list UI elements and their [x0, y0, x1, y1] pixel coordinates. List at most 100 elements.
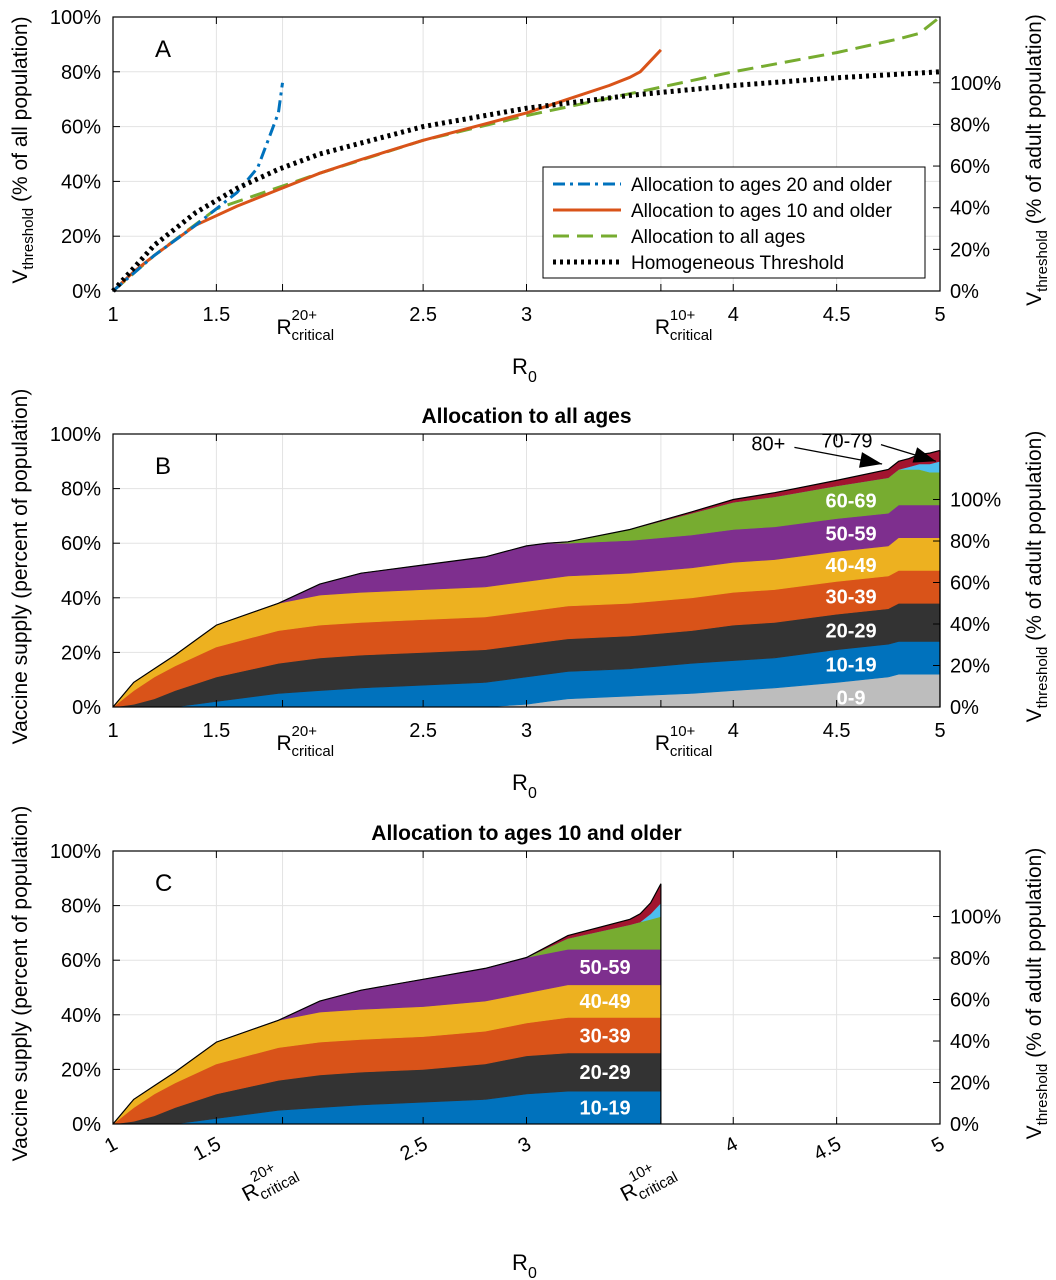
x-tick-label: 4.5 [810, 1133, 845, 1165]
critical-base: R [277, 316, 292, 339]
y-right-axis-label: Vthreshold (% of adult population) [1023, 14, 1051, 306]
y-right-tick-label: 100% [950, 490, 1001, 512]
y-right-label-sub: threshold [1034, 647, 1051, 709]
y-right-label-base: V [1023, 708, 1046, 722]
y-right-label-tail: (% of adult population) [1023, 14, 1046, 230]
y-right-label-tail: (% of adult population) [1023, 848, 1046, 1064]
y-tick-label: 20% [61, 1059, 101, 1081]
x-critical-tick-label: R10+critical [617, 1159, 681, 1206]
y-tick-label: 60% [61, 533, 101, 555]
y-right-label-sub: threshold [1034, 1064, 1051, 1126]
x-tick-label: 1 [101, 1133, 121, 1158]
y-right-tick-label: 40% [950, 1031, 990, 1053]
x-critical-tick-label: R20+ critical [277, 307, 335, 344]
y-label-sub: threshold [20, 208, 37, 270]
series-line [112, 15, 941, 293]
callout-label: 70-79 [821, 431, 872, 453]
band-label-0-9: 0-9 [837, 687, 866, 709]
critical-sub: critical [292, 743, 335, 760]
x-tick-label: 2.5 [409, 720, 437, 742]
band-label-20-29: 20-29 [826, 620, 877, 642]
x-label-sub: 0 [528, 785, 537, 802]
y-right-tick-label: 20% [950, 656, 990, 678]
y-label-tail: (% of all population) [9, 16, 32, 207]
critical-sub: critical [670, 743, 713, 760]
critical-sup: 20+ [292, 307, 318, 324]
chart-title: Allocation to all ages [421, 405, 631, 428]
band-label-40-49: 40-49 [579, 991, 630, 1013]
x-label-base: R [512, 770, 528, 795]
series-line [111, 69, 941, 293]
x-tick-label: 3 [521, 304, 532, 326]
series-line [112, 82, 284, 293]
critical-sub: critical [670, 327, 713, 344]
y-right-tick-label: 0% [950, 1114, 979, 1136]
x-tick-label: 4.5 [823, 720, 851, 742]
x-tick-label: 4 [721, 1133, 741, 1158]
x-tick-label: 1 [107, 720, 118, 742]
panel-A: Allocation to ages 20 and older Allocatio… [9, 7, 1051, 386]
y-right-tick-label: 40% [950, 198, 990, 220]
y-right-tick-label: 60% [950, 156, 990, 178]
x-tick-label: 2.5 [409, 304, 437, 326]
y-right-tick-label: 20% [950, 1073, 990, 1095]
y-right-label-base: V [1023, 1125, 1046, 1139]
x-tick-label: 4 [728, 304, 739, 326]
panel-letter: A [155, 36, 171, 63]
y-right-tick-label: 20% [950, 239, 990, 261]
band-label-60-69: 60-69 [826, 490, 877, 512]
y-right-tick-label: 80% [950, 948, 990, 970]
y-tick-label: 20% [61, 642, 101, 664]
y-tick-label: 0% [72, 697, 101, 719]
y-tick-label: 40% [61, 588, 101, 610]
y-right-tick-label: 0% [950, 281, 979, 303]
y-right-tick-label: 100% [950, 73, 1001, 95]
y-right-label-base: V [1023, 292, 1046, 306]
critical-sup: 10+ [670, 307, 696, 324]
y-tick-label: 60% [61, 117, 101, 139]
callout-label: 80+ [751, 433, 785, 455]
y-right-tick-label: 60% [950, 573, 990, 595]
x-tick-label: 5 [934, 720, 945, 742]
x-tick-label: 5 [934, 304, 945, 326]
x-label-base: R [512, 354, 528, 379]
x-critical-tick-label: R10+ critical [655, 307, 713, 344]
y-axis-label: Vaccine supply (percent of population) [9, 806, 32, 1162]
panel-letter: B [155, 453, 171, 480]
y-tick-label: 100% [50, 7, 101, 29]
x-label-sub: 0 [528, 369, 537, 386]
x-tick-label: 1.5 [202, 720, 230, 742]
band-label-30-39: 30-39 [579, 1025, 630, 1047]
band-label-10-19: 10-19 [579, 1098, 630, 1120]
critical-base: R [655, 316, 670, 339]
critical-sub: critical [292, 327, 335, 344]
legend-entry: Allocation to all ages [631, 227, 805, 248]
y-label-base: V [9, 270, 32, 284]
x-label-base: R [512, 1250, 528, 1275]
critical-base: R [655, 732, 670, 755]
band-label-30-39: 30-39 [826, 586, 877, 608]
x-tick-label: 4 [728, 720, 739, 742]
y-tick-label: 0% [72, 1114, 101, 1136]
y-tick-label: 40% [61, 171, 101, 193]
y-axis-label: Vaccine supply (percent of population) [9, 389, 32, 745]
y-right-axis-label: Vthreshold (% of adult population) [1023, 431, 1051, 723]
y-tick-label: 60% [61, 950, 101, 972]
x-tick-label: 3 [521, 720, 532, 742]
y-right-label-sub: threshold [1034, 230, 1051, 292]
panel-letter: C [155, 870, 172, 897]
y-axis-label: Vthreshold (% of all population) [9, 16, 37, 283]
critical-sup: 20+ [292, 723, 318, 740]
band-label-10-19: 10-19 [826, 655, 877, 677]
y-right-tick-label: 40% [950, 614, 990, 636]
y-right-tick-label: 100% [950, 907, 1001, 929]
y-right-tick-label: 80% [950, 114, 990, 136]
y-tick-label: 80% [61, 479, 101, 501]
chart-title: Allocation to ages 10 and older [371, 822, 681, 845]
callout-arrow-head [912, 447, 936, 463]
x-tick-label: 5 [928, 1133, 948, 1158]
y-right-axis-label: Vthreshold (% of adult population) [1023, 848, 1051, 1140]
